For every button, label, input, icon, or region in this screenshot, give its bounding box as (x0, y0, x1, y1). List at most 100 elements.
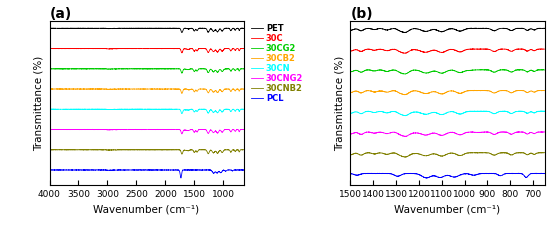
30CB2 (179, 92, 185, 95)
30CN (128, 108, 134, 111)
30CG2 (536, 68, 542, 71)
30CNB2 (188, 148, 194, 151)
30CNB2 (128, 148, 134, 151)
30CN (129, 108, 136, 111)
30CB2 (442, 92, 448, 94)
PCL (500, 173, 507, 176)
30C (442, 50, 448, 53)
30CG2 (442, 71, 448, 74)
30CNG2 (46, 128, 53, 131)
30C (139, 47, 145, 50)
30CNB2 (129, 148, 136, 151)
30CNB2 (500, 151, 507, 154)
30C (225, 47, 232, 50)
30CG2 (139, 68, 145, 70)
Text: (b): (b) (350, 7, 373, 21)
30C (500, 48, 507, 50)
PCL (240, 169, 247, 171)
30C (82, 47, 89, 50)
Line: 30CNG2: 30CNG2 (50, 129, 244, 134)
30CN (500, 110, 507, 113)
Line: 30CN: 30CN (50, 109, 244, 114)
30CB2 (500, 89, 507, 92)
30CB2 (139, 88, 145, 90)
PET (240, 27, 247, 30)
30CN (357, 112, 364, 115)
30CNB2 (536, 152, 542, 154)
30CG2 (500, 68, 507, 71)
Line: PET: PET (350, 28, 544, 33)
Line: PET: PET (50, 28, 244, 33)
PCL (188, 169, 194, 171)
30CN (536, 110, 542, 113)
30CG2 (234, 67, 241, 70)
Line: 30CNB2: 30CNB2 (350, 153, 544, 157)
PCL (46, 169, 53, 171)
30CNG2 (403, 135, 409, 138)
30CB2 (129, 88, 136, 90)
Line: 30CG2: 30CG2 (350, 70, 544, 74)
30CNG2 (541, 131, 548, 133)
30CG2 (60, 67, 67, 70)
PCL (442, 174, 448, 177)
30CNG2 (129, 128, 136, 131)
30CN (436, 113, 443, 116)
30CB2 (225, 88, 232, 90)
30CNG2 (442, 133, 448, 136)
30CNG2 (225, 128, 232, 131)
PCL (178, 177, 184, 179)
30C (179, 52, 185, 54)
30CNG2 (536, 131, 542, 134)
30CN (442, 112, 448, 115)
30CB2 (77, 87, 84, 90)
30CB2 (402, 93, 408, 96)
30CNB2 (139, 148, 145, 151)
30CB2 (536, 89, 542, 92)
30CNB2 (125, 148, 131, 151)
PCL (436, 176, 443, 179)
PET (234, 27, 241, 30)
30CN (92, 108, 98, 110)
PET (541, 27, 548, 30)
Y-axis label: Transmittance (%): Transmittance (%) (335, 55, 345, 151)
30CNB2 (436, 154, 443, 157)
30CB2 (46, 88, 53, 90)
30CN (539, 110, 546, 112)
Line: PCL: PCL (350, 173, 544, 178)
30CB2 (536, 89, 542, 92)
30CG2 (179, 72, 185, 74)
Legend: PET, 30C, 30CG2, 30CB2, 30CN, 30CNG2, 30CNB2, PCL: PET, 30C, 30CG2, 30CB2, 30CN, 30CNG2, 30… (248, 21, 306, 106)
Legend: PET, 30C, 30CG2, 30CB2, 30CN, 30CNG2, 30CNB2, PCL: PET, 30C, 30CG2, 30CB2, 30CN, 30CNG2, 30… (548, 21, 550, 106)
X-axis label: Wavenumber (cm⁻¹): Wavenumber (cm⁻¹) (94, 205, 200, 215)
30CB2 (128, 88, 134, 90)
PET (129, 27, 136, 30)
30CNB2 (541, 151, 548, 154)
30CN (541, 110, 548, 113)
30CB2 (234, 88, 241, 90)
30CNB2 (347, 153, 354, 156)
30CNG2 (128, 128, 134, 131)
X-axis label: Wavenumber (cm⁻¹): Wavenumber (cm⁻¹) (394, 205, 500, 215)
30CNB2 (536, 151, 542, 154)
30CN (347, 112, 354, 114)
PET (179, 31, 185, 34)
30CG2 (128, 68, 134, 70)
30CN (188, 108, 194, 111)
30C (46, 47, 53, 50)
30CG2 (402, 73, 409, 75)
30CNG2 (234, 128, 241, 131)
PET (128, 27, 134, 30)
30CN (46, 108, 53, 111)
30CG2 (347, 70, 354, 73)
30CB2 (471, 89, 477, 92)
30CB2 (357, 91, 364, 94)
PCL (423, 177, 430, 179)
30CN (139, 108, 145, 111)
30CG2 (129, 68, 136, 70)
30CNG2 (139, 128, 145, 131)
Line: PCL: PCL (50, 170, 244, 178)
PCL (139, 169, 145, 171)
Line: 30CN: 30CN (350, 111, 544, 116)
PET (225, 27, 232, 30)
Line: 30CNB2: 30CNB2 (50, 150, 244, 154)
